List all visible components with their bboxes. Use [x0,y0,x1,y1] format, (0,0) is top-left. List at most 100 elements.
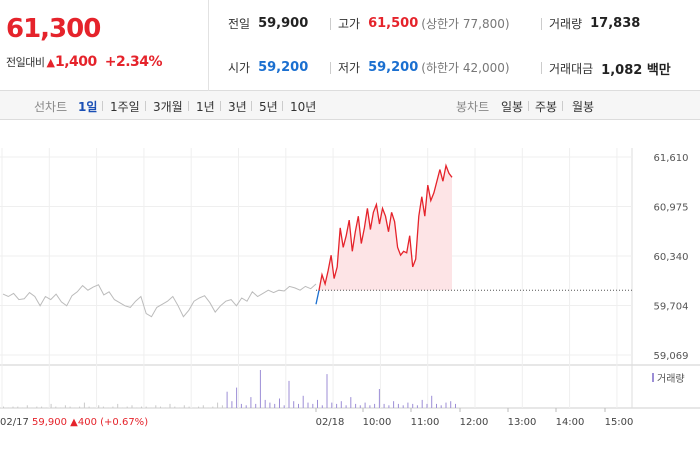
tab-monthly-candle[interactable]: 월봉 [572,100,595,114]
prev-day-arrow: ▲ [70,417,78,428]
stat-label: 전일 [228,17,251,31]
volume-bar [450,401,452,408]
volume-bar [412,403,414,408]
chart-period-tabs: 선차트 1일 1주일 3개월 1년 3년 5년 10년 봉차트 일봉 주봉 월봉 [0,91,700,120]
volume-bar [126,406,128,408]
stat-label: 저가 [338,61,361,75]
volume-bar [359,405,361,408]
volume-bar [55,406,57,408]
volume-bar [269,402,271,408]
volume-bar [221,405,223,408]
stat-value: 17,838 [590,16,641,31]
volume-bar [288,380,290,408]
volume-bar [121,407,123,408]
tab-3years[interactable]: 3년 [228,100,247,114]
volume-bar [231,401,233,408]
divider [282,101,283,111]
volume-bars: 거래량 [3,370,685,408]
volume-bar [283,405,285,408]
y-tick-label: 60,975 [654,202,689,213]
volume-bar [245,405,247,408]
x-tick-label: 12:00 [460,417,489,428]
volume-bar [198,406,200,408]
stat-low: 저가 59,200 (하한가 42,000) [338,59,510,76]
today-line-down [315,290,320,305]
volume-bar [455,403,456,408]
quote-header: 61,300 전일대비 ▲ 1,400 +2.34% 전일 59,900 고가 … [0,0,700,91]
volume-bar [131,405,133,408]
volume-bar [250,397,252,408]
volume-bar [150,407,152,408]
y-tick-label: 60,340 [654,252,689,263]
chart-svg: 61,610 60,975 60,340 59,704 59,069 거래량 02/18… [0,148,700,428]
today-line-up [318,163,453,291]
volume-bar [364,402,366,408]
volume-bar [293,401,295,408]
volume-bar [336,403,338,408]
divider [562,101,563,111]
price-lines [2,163,632,318]
volume-bar [264,399,266,408]
tab-3months[interactable]: 3개월 [153,100,183,114]
y-tick-label: 61,610 [654,153,689,164]
volume-bar [50,403,52,408]
volume-bar [83,402,85,408]
volume-bar [3,406,4,408]
stat-extra: (하한가 42,000) [421,61,510,75]
prev-day-line [2,283,317,318]
volume-bar [350,397,352,408]
volume-bar [136,407,138,408]
candle-chart-label: 봉차트 [456,100,490,114]
prev-day-date: 02/17 [0,417,32,428]
x-tick-label: 10:00 [363,417,392,428]
tab-weekly-candle[interactable]: 주봉 [535,100,558,114]
divider [330,18,331,30]
volume-bar [60,407,62,408]
volume-bar [98,405,100,408]
volume-bar [179,407,180,408]
volume-bar [102,406,104,408]
volume-legend-label: 거래량 [657,373,685,385]
volume-bar [302,395,304,408]
volume-bar [193,407,195,408]
tab-10years[interactable]: 10년 [290,100,317,114]
change-value: 1,400 [54,54,97,70]
volume-bar [160,406,161,408]
volume-bar [107,407,109,408]
stat-extra: (상한가 77,800) [421,17,510,31]
volume-bar [321,405,323,408]
x-tick-label: 13:00 [508,417,537,428]
y-axis: 61,610 60,975 60,340 59,704 59,069 [654,153,689,362]
up-triangle-icon: ▲ [46,56,55,69]
volume-bar [393,401,395,408]
stat-volume: 거래량 17,838 [549,15,640,32]
tab-1week[interactable]: 1주일 [110,100,140,114]
divider [188,101,189,111]
prev-day-change: 400 [78,417,100,428]
tab-1year[interactable]: 1년 [196,100,215,114]
change-percent: +2.34% [104,54,163,70]
tab-5years[interactable]: 5년 [259,100,278,114]
tab-1day[interactable]: 1일 [78,100,98,114]
volume-bar [326,374,328,408]
x-tick-label: 15:00 [605,417,634,428]
volume-bar [145,406,147,408]
volume-bar [64,405,66,408]
stat-value: 59,200 [368,60,419,75]
prev-day-info: 02/17 59,900 ▲400 (+0.67%) [0,417,148,428]
volume-bar [240,403,242,408]
line-chart-label: 선차트 [34,100,68,114]
volume-bar [74,407,76,408]
volume-bar [421,399,423,408]
volume-bar [259,370,261,408]
x-tick-label: 11:00 [411,417,440,428]
volume-bar [164,407,166,408]
volume-bar [397,403,399,408]
tab-daily-candle[interactable]: 일봉 [501,100,524,114]
volume-bar [22,407,23,408]
volume-bar [378,389,380,408]
volume-bar [226,391,228,408]
divider [330,62,331,74]
divider [541,18,542,30]
change-label: 전일대비 [6,56,45,69]
